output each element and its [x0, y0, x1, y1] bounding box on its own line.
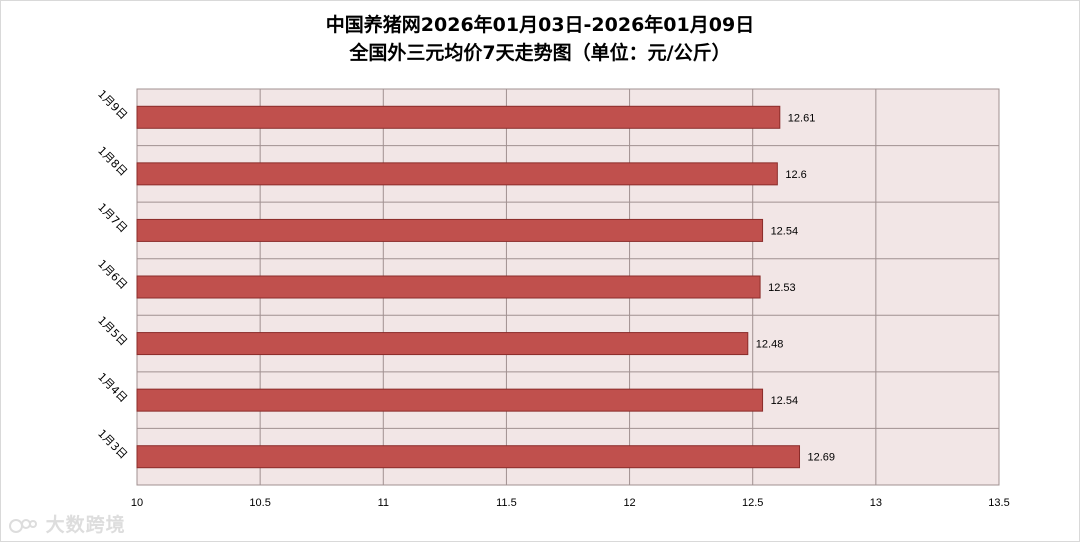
- category-label: 1月9日: [95, 87, 130, 122]
- data-label: 12.48: [756, 339, 784, 351]
- bar: [136, 388, 764, 412]
- x-tick-label: 11.5: [496, 497, 517, 509]
- data-label: 12.54: [771, 225, 799, 237]
- data-label: 12.54: [771, 395, 799, 407]
- category-label: 1月7日: [95, 201, 130, 236]
- category-label: 1月3日: [95, 427, 130, 462]
- watermark-logo-icon: [9, 518, 37, 533]
- watermark: 大数跨境: [8, 510, 126, 537]
- bar: [136, 275, 761, 299]
- x-tick-label: 12.5: [742, 497, 763, 509]
- data-label: 12.53: [768, 282, 796, 294]
- bar: [136, 105, 781, 129]
- chart-title-line1: 中国养猪网2026年01月03日-2026年01月09日: [325, 14, 755, 36]
- category-label: 1月6日: [95, 257, 130, 292]
- category-label: 1月5日: [95, 314, 130, 349]
- x-tick-label: 12: [623, 497, 635, 509]
- category-label: 1月8日: [95, 144, 130, 179]
- data-label: 12.69: [808, 452, 836, 464]
- x-tick-label: 11: [378, 497, 389, 509]
- bar: [136, 445, 801, 469]
- x-tick-label: 10.5: [249, 497, 270, 509]
- bar: [136, 332, 749, 356]
- category-label: 1月4日: [95, 370, 130, 405]
- watermark-text: 大数跨境: [45, 514, 126, 536]
- bar: [136, 162, 778, 186]
- data-label: 12.6: [785, 169, 806, 181]
- bar: [136, 218, 764, 242]
- x-tick-label: 13: [870, 497, 882, 509]
- data-label: 12.61: [788, 112, 816, 124]
- chart-title-line2: 全国外三元均价7天走势图（单位：元/公斤）: [349, 42, 731, 64]
- x-tick-label: 13.5: [988, 497, 1009, 509]
- x-tick-label: 10: [131, 497, 143, 509]
